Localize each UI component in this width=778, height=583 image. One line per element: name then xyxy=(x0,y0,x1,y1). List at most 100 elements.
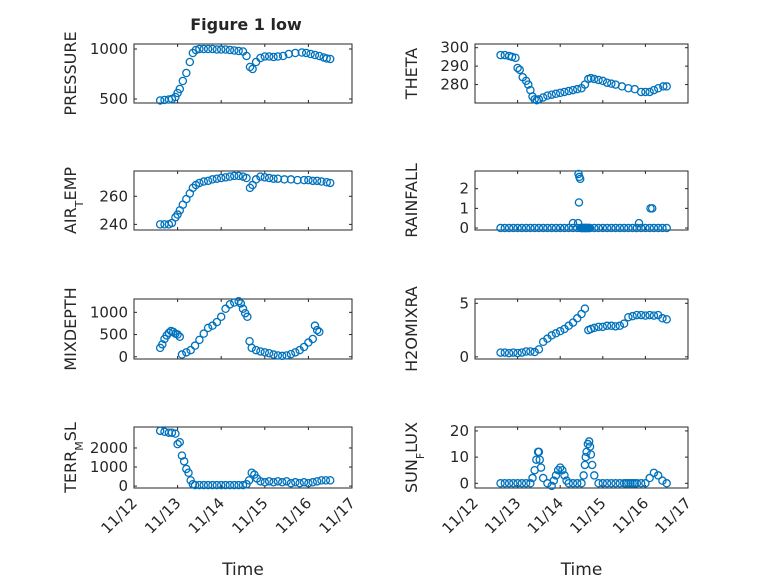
y-tick-label: 10 xyxy=(450,448,469,466)
data-point xyxy=(167,428,177,437)
data-point xyxy=(203,323,213,333)
data-point xyxy=(273,477,283,486)
data-point xyxy=(575,174,585,184)
data-point xyxy=(532,455,541,464)
data-point xyxy=(632,223,642,233)
data-point xyxy=(243,312,252,322)
y-tick-label: 240 xyxy=(99,215,128,233)
y-tick-label: 290 xyxy=(440,57,469,75)
data-point xyxy=(178,76,188,86)
data-point xyxy=(662,82,671,91)
data-point xyxy=(208,480,217,490)
data-point xyxy=(312,176,322,186)
data-point xyxy=(496,50,505,60)
x-tick-label: 11/12 xyxy=(439,494,482,537)
data-point xyxy=(560,87,569,97)
data-point xyxy=(322,54,331,63)
data-point xyxy=(185,57,195,67)
data-point xyxy=(602,223,612,233)
data-point xyxy=(238,480,248,490)
data-point xyxy=(513,479,522,488)
data-point xyxy=(500,348,510,357)
data-point xyxy=(581,452,591,462)
data-point xyxy=(504,223,514,233)
data-point xyxy=(212,45,222,54)
y-tick-label: 0 xyxy=(459,348,469,366)
subplot-mixdepth: 0 500 1000 MIXDEPTH xyxy=(61,287,353,371)
data-point xyxy=(526,223,535,233)
data-point xyxy=(636,479,646,488)
data-point xyxy=(203,44,213,54)
data-point xyxy=(216,480,226,490)
data-point xyxy=(208,175,217,184)
data-point xyxy=(509,223,518,233)
data-point xyxy=(242,51,251,61)
data-point xyxy=(496,348,505,357)
data-point xyxy=(155,220,165,229)
data-point xyxy=(221,480,230,490)
data-point xyxy=(509,348,518,357)
data-point xyxy=(225,45,235,55)
data-point xyxy=(555,326,565,336)
data-point xyxy=(524,80,533,89)
data-point xyxy=(598,223,608,233)
data-point xyxy=(509,479,518,488)
data-point xyxy=(208,44,217,54)
data-point xyxy=(301,48,311,58)
subplot-rainfall: 0 12 RAINFALL xyxy=(402,163,689,238)
data-point xyxy=(513,348,522,358)
data-point xyxy=(543,223,552,233)
data-point xyxy=(658,314,667,323)
data-point xyxy=(195,480,204,490)
data-point xyxy=(175,332,185,342)
y-axis-label: RAINFALL xyxy=(402,163,421,238)
data-point xyxy=(158,340,167,349)
data-point xyxy=(199,44,209,54)
data-point xyxy=(190,480,200,490)
data-point xyxy=(619,319,629,328)
y-tick-label: 300 xyxy=(440,39,469,57)
data-point xyxy=(645,223,654,233)
data-point xyxy=(568,218,578,228)
data-point xyxy=(230,46,239,55)
data-point xyxy=(636,87,646,97)
data-point xyxy=(624,84,633,93)
data-point xyxy=(248,64,257,74)
data-point xyxy=(310,321,320,330)
data-point xyxy=(598,322,608,332)
data-point xyxy=(602,321,612,331)
x-tick-label: 11/13 xyxy=(141,494,184,537)
data-point xyxy=(168,327,178,337)
data-point xyxy=(191,45,201,55)
data-point xyxy=(277,351,287,361)
y-tick-label: 1000 xyxy=(90,40,128,58)
data-point xyxy=(264,52,274,61)
data-point xyxy=(177,451,187,460)
subplot-airtemp: 240 260 AIRTEMP xyxy=(61,167,353,234)
data-point xyxy=(536,463,546,472)
data-point xyxy=(278,51,288,61)
data-point xyxy=(649,468,659,478)
data-point xyxy=(264,173,274,183)
data-point xyxy=(634,218,644,228)
data-point xyxy=(175,437,185,447)
data-point xyxy=(247,343,256,353)
data-point xyxy=(649,223,659,233)
data-point xyxy=(312,325,322,335)
data-point xyxy=(521,347,531,356)
data-point xyxy=(286,478,296,488)
data-point xyxy=(310,50,320,60)
data-point xyxy=(500,479,510,488)
y-tick-label: 1 xyxy=(459,199,469,217)
data-point xyxy=(230,171,239,181)
data-point xyxy=(594,322,603,332)
data-point xyxy=(553,465,563,475)
data-point xyxy=(615,321,625,331)
data-point xyxy=(221,304,230,314)
data-point xyxy=(511,53,520,63)
data-point xyxy=(598,76,608,86)
data-point xyxy=(325,178,335,188)
data-point xyxy=(662,315,671,324)
data-point xyxy=(304,175,313,185)
